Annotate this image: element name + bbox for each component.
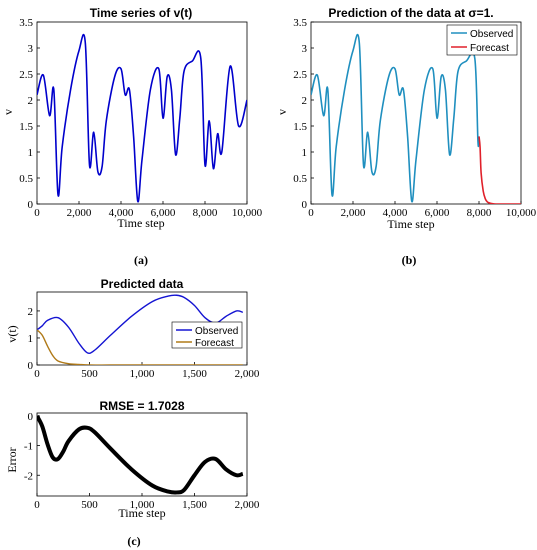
chart-c-bottom-title: RMSE = 1.7028: [99, 399, 184, 413]
y-tick-label-c-bottom: -1: [24, 441, 33, 453]
legend-label-c-top: Observed: [195, 326, 238, 337]
x-tick-label-c-top: 0: [34, 368, 40, 380]
panel-label-b: (b): [402, 253, 417, 267]
y-tick-label-c-bottom: -2: [24, 470, 33, 482]
y-tick-label-b: 1.5: [293, 121, 307, 133]
x-tick-label-a: 8,000: [193, 207, 218, 219]
x-tick-label-c-bottom: 1,000: [130, 499, 155, 511]
chart-a: Time series of v(t) Time step v 0 2,000 4,…: [1, 6, 263, 230]
y-tick-label-a: 2: [28, 95, 34, 107]
x-tick-label-c-top: 1,500: [182, 368, 207, 380]
panel-label-c: (c): [127, 534, 140, 548]
chart-c-bottom: RMSE = 1.7028 Time step Error 0 500 1,000 1…: [5, 399, 260, 520]
y-tick-label-b: 1: [302, 147, 308, 159]
y-tick-label-b: 2: [302, 95, 308, 107]
y-tick-label-a: 3: [28, 43, 34, 55]
x-tick-label-a: 0: [34, 207, 40, 219]
x-tick-label-a: 4,000: [109, 207, 134, 219]
x-tick-label-a: 10,000: [232, 207, 263, 219]
x-tick-label-b: 2,000: [341, 207, 366, 219]
x-tick-label-b: 0: [308, 207, 314, 219]
y-tick-label-a: 0: [28, 199, 34, 211]
y-tick-label-b: 2.5: [293, 69, 307, 81]
x-tick-label-a: 2,000: [67, 207, 92, 219]
y-tick-label-b: 0.5: [293, 173, 307, 185]
legend-label-c-top: Forecast: [195, 338, 234, 349]
x-tick-label-c-bottom: 500: [81, 499, 98, 511]
y-tick-label-a: 2.5: [19, 69, 33, 81]
chart-b-xlabel: Time step: [387, 217, 434, 231]
chart-c-bottom-ylabel: Error: [5, 447, 19, 472]
x-tick-label-b: 8,000: [467, 207, 492, 219]
y-tick-label-c-bottom: 0: [28, 411, 34, 423]
x-tick-label-b: 10,000: [506, 207, 537, 219]
chart-a-title: Time series of v(t): [90, 6, 192, 20]
x-tick-label-b: 6,000: [425, 207, 450, 219]
chart-c-top: Predicted data v(t) 0 500 1,000 1,500 2,000 0…: [5, 277, 260, 380]
legend-c-top: [171, 321, 243, 349]
chart-b-title: Prediction of the data at σ=1.: [328, 6, 493, 20]
y-tick-label-a: 1: [28, 147, 34, 159]
series-line-c-bottom-0: [37, 415, 244, 495]
panel-label-a: (a): [134, 253, 148, 267]
y-tick-label-b: 3.5: [293, 17, 307, 29]
y-tick-label-a: 0.5: [19, 173, 33, 185]
y-tick-label-b: 3: [302, 43, 308, 55]
x-tick-label-c-bottom: 1,500: [182, 499, 207, 511]
x-tick-label-b: 4,000: [383, 207, 408, 219]
chart-c-top-ylabel: v(t): [5, 325, 19, 342]
y-tick-label-b: 0: [302, 199, 308, 211]
plot-area-c-bottom: [36, 412, 248, 497]
x-tick-label-c-top: 1,000: [130, 368, 155, 380]
chart-b-ylabel: v: [275, 109, 289, 115]
series-line-b-forecast: [478, 136, 521, 204]
y-tick-label-a: 1.5: [19, 121, 33, 133]
y-tick-label-a: 3.5: [19, 17, 33, 29]
x-tick-label-c-top: 2,000: [235, 368, 260, 380]
x-tick-label-c-top: 500: [81, 368, 98, 380]
chart-a-ylabel: v: [1, 109, 15, 115]
x-tick-label-c-bottom: 0: [34, 499, 40, 511]
series-line-b-observed: [311, 34, 480, 203]
x-tick-label-a: 6,000: [151, 207, 176, 219]
series-line-c-top-forecast: [37, 329, 243, 365]
y-tick-label-c-top: 1: [28, 333, 34, 345]
chart-c-top-title: Predicted data: [101, 277, 184, 291]
plot-area-a: [36, 21, 248, 205]
legend-b: [446, 24, 518, 56]
legend-label-b: Forecast: [470, 43, 509, 54]
y-tick-label-c-top: 0: [28, 360, 34, 372]
series-line-a-0: [37, 34, 247, 203]
chart-c-bottom-xlabel: Time step: [118, 506, 165, 520]
chart-a-xlabel: Time step: [117, 216, 164, 230]
x-tick-label-c-bottom: 2,000: [235, 499, 260, 511]
legend-label-b: Observed: [470, 29, 513, 40]
y-tick-label-c-top: 2: [28, 306, 34, 318]
chart-b: Prediction of the data at σ=1. Time step…: [275, 6, 537, 231]
